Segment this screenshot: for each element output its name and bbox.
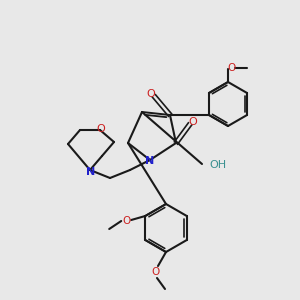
Text: O: O (189, 117, 197, 127)
Text: O: O (147, 89, 155, 99)
Text: O: O (122, 216, 130, 226)
Text: O: O (97, 124, 105, 134)
Text: O: O (151, 267, 159, 277)
Text: O: O (227, 63, 235, 73)
Text: N: N (146, 156, 154, 166)
Text: N: N (86, 167, 96, 177)
Text: OH: OH (209, 160, 226, 170)
